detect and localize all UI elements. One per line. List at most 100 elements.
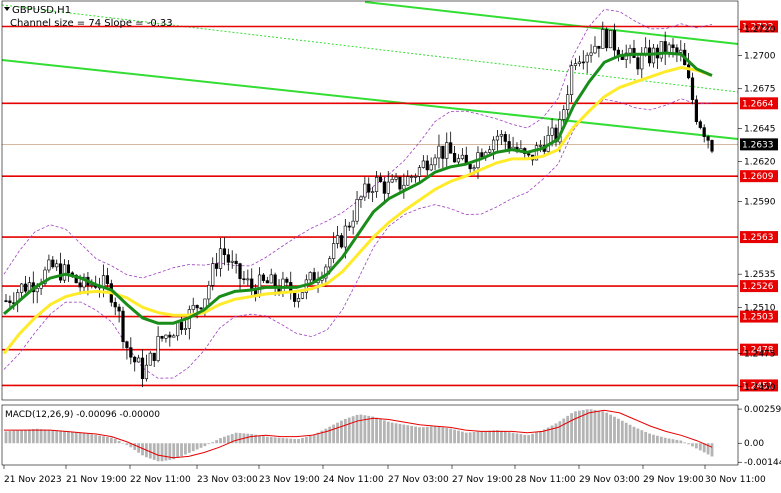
macd-histogram-bar [683,442,687,444]
candle-body [43,269,47,284]
macd-histogram-bar [273,437,277,444]
macd-histogram-bar [648,433,651,444]
macd-histogram-bar [359,414,363,444]
macd-histogram-bar [379,418,382,444]
macd-histogram-bar [8,431,12,444]
price-tick-label: 1.2620 [744,158,776,168]
macd-histogram-bar [476,431,480,444]
macd-histogram-bar [211,442,215,444]
candle-body [78,282,82,288]
macd-histogram-bar [460,431,464,444]
macd-histogram-bar [375,417,378,444]
macd-histogram-bar [702,443,706,453]
candle-body [507,141,511,149]
macd-histogram-bar [535,432,538,444]
triangle-down-icon[interactable] [4,7,10,11]
candle-body [562,109,566,120]
macd-histogram-bar [562,418,566,444]
time-tick-label: 21 Nov 19:00 [66,475,127,485]
macd-histogram-bar [141,443,144,456]
candle-body [671,44,675,49]
macd-histogram-bar [597,410,601,444]
macd-histogram-bar [655,435,659,444]
candle-body [66,264,71,274]
macd-histogram-bar [406,425,410,444]
current-price-badge [740,138,778,151]
candle-body [371,191,375,193]
macd-histogram-bar [492,430,495,444]
candle-body [452,152,457,163]
macd-histogram-bar [285,438,289,444]
candle-body [488,149,492,153]
macd-histogram-bar [429,426,433,444]
macd-histogram-bar [340,420,343,444]
level-badge [740,97,778,110]
candle-body [566,94,570,110]
candle-body [429,164,433,171]
candle-body [679,49,683,53]
macd-histogram-bar [180,443,183,457]
candle-body [117,306,121,312]
level-badge [740,379,778,392]
candle-body [183,328,188,330]
candle-body [328,258,332,268]
candle-body [663,41,667,54]
ma-fast-line [3,51,713,325]
candle-body [164,334,168,339]
macd-histogram-bar [464,432,468,444]
macd-histogram-bar [277,437,281,444]
macd-histogram-bar [328,426,332,444]
macd-histogram-bar [605,412,609,444]
candle-body [659,41,663,59]
macd-histogram-bar [441,427,445,444]
macd-histogram-bar [297,439,300,444]
macd-histogram-bar [199,443,203,448]
macd-histogram-bar [312,434,316,444]
macd-histogram-bar [644,431,648,444]
macd-histogram-bar [371,416,375,444]
macd-histogram-bar [585,409,589,444]
macd-histogram-bar [304,437,308,444]
candle-body [605,29,609,49]
candle-body [550,127,554,136]
macd-histogram-bar [710,443,714,457]
macd-histogram-bar [55,430,59,444]
candle-body [437,145,441,159]
macd-histogram-bar [121,442,125,444]
macd-histogram-bar [433,426,437,444]
candle-body [105,275,110,284]
macd-histogram-bar [472,432,476,444]
level-badge-label: 1.2722 [742,22,774,32]
macd-histogram-bar [624,422,628,444]
time-tick-label: 30 Nov 11:00 [705,475,766,485]
candle-body [152,352,156,361]
level-badge [740,20,778,33]
candle-body [456,158,461,163]
price-tick-label: 1.2475 [744,350,776,360]
candle-body [195,305,199,309]
macd-histogram-bar [16,430,20,444]
candle-body [402,184,406,190]
macd-histogram-bar [632,426,636,444]
macd-histogram-bar [414,426,417,444]
macd-histogram-bar [496,430,499,444]
channel-lower-line [1,59,739,140]
candle-body [491,139,496,151]
macd-histogram-bar [203,443,207,447]
channel-mid-dotted-line [1,4,739,93]
macd-histogram-bar [640,430,644,444]
macd-histogram-bar [223,436,226,444]
macd-histogram-bar [616,418,620,444]
level-badge [740,231,778,244]
candle-body [101,275,106,288]
macd-histogram-bar [250,434,254,444]
macd-histogram-bar [168,443,172,460]
level-badge-label: 1.2563 [742,233,774,243]
macd-histogram-bar [301,438,304,444]
candle-body [460,154,464,159]
macd-histogram-bar [109,437,113,444]
macd-histogram-bar [86,433,90,444]
macd-histogram-bar [336,422,339,444]
